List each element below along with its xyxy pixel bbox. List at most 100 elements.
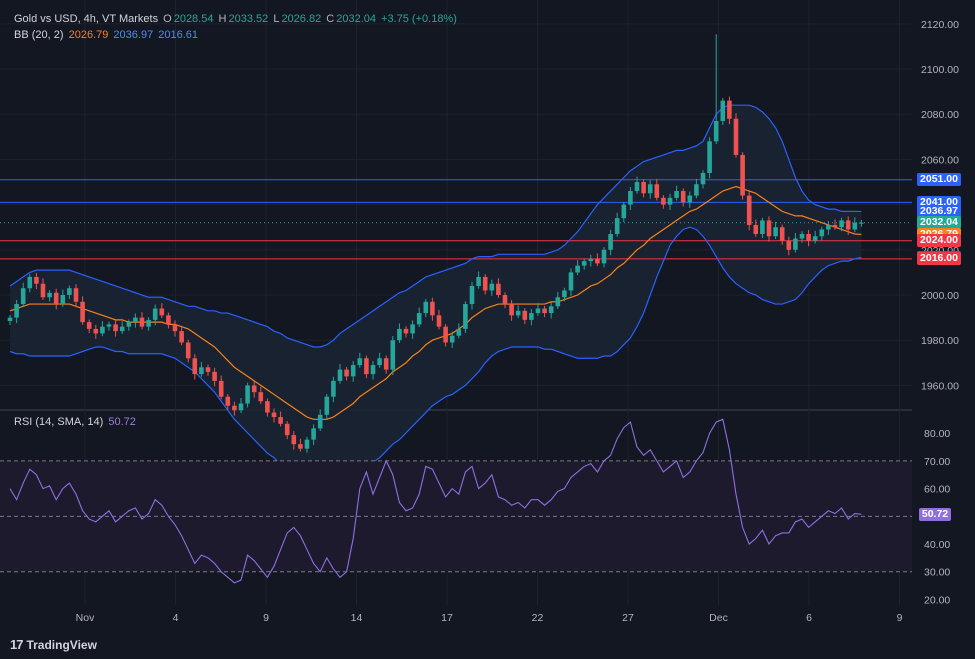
price-tick-label: 2100.00 bbox=[921, 64, 959, 76]
candle-body bbox=[106, 324, 112, 327]
candle-body bbox=[397, 328, 402, 341]
price-tick-label: 1960.00 bbox=[921, 380, 959, 392]
bollinger-band-fill bbox=[10, 105, 862, 490]
tradingview-logo[interactable]: 17 TradingView bbox=[10, 637, 97, 652]
time-tick-label: 6 bbox=[806, 612, 812, 624]
candle-body bbox=[383, 358, 389, 370]
rsi-value: 50.72 bbox=[108, 416, 136, 428]
candle-body bbox=[621, 204, 627, 219]
candle-body bbox=[47, 292, 52, 298]
time-tick-label: 22 bbox=[532, 612, 544, 624]
candle-body bbox=[357, 358, 363, 366]
candle-body bbox=[67, 288, 72, 296]
close-label: C bbox=[326, 13, 335, 25]
candle-body bbox=[806, 233, 811, 241]
time-tick-label: Dec bbox=[709, 612, 728, 624]
rsi-tick-label: 20.00 bbox=[924, 594, 950, 606]
candle-body bbox=[390, 340, 396, 370]
candle-body bbox=[733, 118, 739, 155]
candle-body bbox=[113, 324, 118, 332]
candle-body bbox=[232, 405, 237, 411]
candle-body bbox=[225, 396, 231, 406]
candle-body bbox=[680, 191, 686, 203]
candle-body bbox=[694, 184, 699, 196]
candle-body bbox=[845, 220, 851, 230]
candle-body bbox=[562, 290, 567, 298]
candle-body bbox=[317, 414, 323, 429]
candle-body bbox=[700, 172, 706, 185]
candle-body bbox=[93, 328, 99, 334]
candle-body bbox=[258, 392, 264, 402]
candle-body bbox=[779, 227, 785, 241]
candle-body bbox=[443, 326, 448, 343]
candle-body bbox=[727, 100, 732, 119]
candle-body bbox=[40, 283, 46, 298]
bb-upper-value: 2036.97 bbox=[113, 29, 154, 41]
candle-body bbox=[746, 195, 752, 225]
candle-body bbox=[271, 412, 277, 418]
candle-body bbox=[456, 328, 462, 336]
candle-body bbox=[133, 317, 138, 323]
bb-legend: BB (20, 2) 2026.79 2036.97 2016.61 bbox=[14, 29, 200, 41]
price-axis-tag: 2051.00 bbox=[917, 173, 961, 187]
candle-body bbox=[786, 240, 792, 250]
price-axis-tag: 2016.00 bbox=[917, 252, 961, 266]
price-axis-tag: 2036.97 bbox=[917, 204, 961, 218]
candle-body bbox=[331, 380, 336, 397]
bollinger-fill-area bbox=[10, 105, 862, 490]
open-value: 2028.54 bbox=[173, 13, 214, 25]
price-tick-label: 2000.00 bbox=[921, 290, 959, 302]
symbol-legend: Gold vs USD, 4h, VT Markets O 2028.54 H 20… bbox=[14, 13, 459, 25]
open-label: O bbox=[163, 13, 172, 25]
candle-body bbox=[245, 385, 250, 404]
candle-body bbox=[100, 326, 105, 334]
candle-body bbox=[7, 317, 13, 321]
candle-body bbox=[172, 324, 178, 332]
rsi-tick-label: 40.00 bbox=[924, 539, 950, 551]
candle-body bbox=[463, 304, 468, 329]
candle-body bbox=[654, 184, 660, 198]
bb-title[interactable]: BB (20, 2) bbox=[14, 29, 64, 41]
price-axis-tag: 2032.04 bbox=[917, 216, 961, 230]
candle-body bbox=[364, 358, 369, 375]
candle-body bbox=[265, 401, 270, 413]
bollinger-bands bbox=[9, 104, 862, 490]
candle-body bbox=[311, 428, 316, 440]
candle-body bbox=[601, 249, 607, 264]
candle-body bbox=[753, 224, 759, 234]
bb-upper-line bbox=[9, 104, 862, 348]
candle-body bbox=[27, 276, 33, 289]
candle-body bbox=[119, 326, 125, 332]
symbol-title[interactable]: Gold vs USD, 4h, VT Markets bbox=[14, 13, 159, 25]
candle-body bbox=[86, 322, 92, 329]
candle-body bbox=[416, 313, 422, 325]
candle-body bbox=[502, 295, 508, 305]
candle-body bbox=[482, 276, 488, 291]
candle-body bbox=[509, 304, 514, 316]
time-tick-label: Nov bbox=[76, 612, 95, 624]
candle-body bbox=[628, 191, 633, 205]
price-lines bbox=[0, 179, 912, 260]
candle-body bbox=[852, 222, 858, 230]
candle-body bbox=[515, 310, 521, 316]
candlesticks bbox=[7, 34, 864, 453]
candle-body bbox=[819, 229, 825, 237]
rsi-title[interactable]: RSI (14, SMA, 14) bbox=[14, 416, 104, 428]
time-tick-label: 27 bbox=[622, 612, 634, 624]
candle-body bbox=[535, 308, 541, 314]
high-label: H bbox=[218, 13, 227, 25]
candle-body bbox=[489, 283, 495, 291]
price-tick-label: 1980.00 bbox=[921, 335, 959, 347]
candle-body bbox=[555, 297, 561, 307]
candle-body bbox=[529, 313, 534, 320]
candle-body bbox=[337, 369, 343, 381]
time-tick-label: 9 bbox=[897, 612, 903, 624]
candle-body bbox=[575, 265, 580, 273]
candle-body bbox=[278, 417, 283, 424]
candle-body bbox=[641, 182, 646, 194]
candle-body bbox=[205, 367, 211, 372]
price-axis-tag: 2024.00 bbox=[917, 234, 961, 248]
time-tick-label: 14 bbox=[351, 612, 363, 624]
tradingview-logo-text: TradingView bbox=[26, 637, 97, 652]
